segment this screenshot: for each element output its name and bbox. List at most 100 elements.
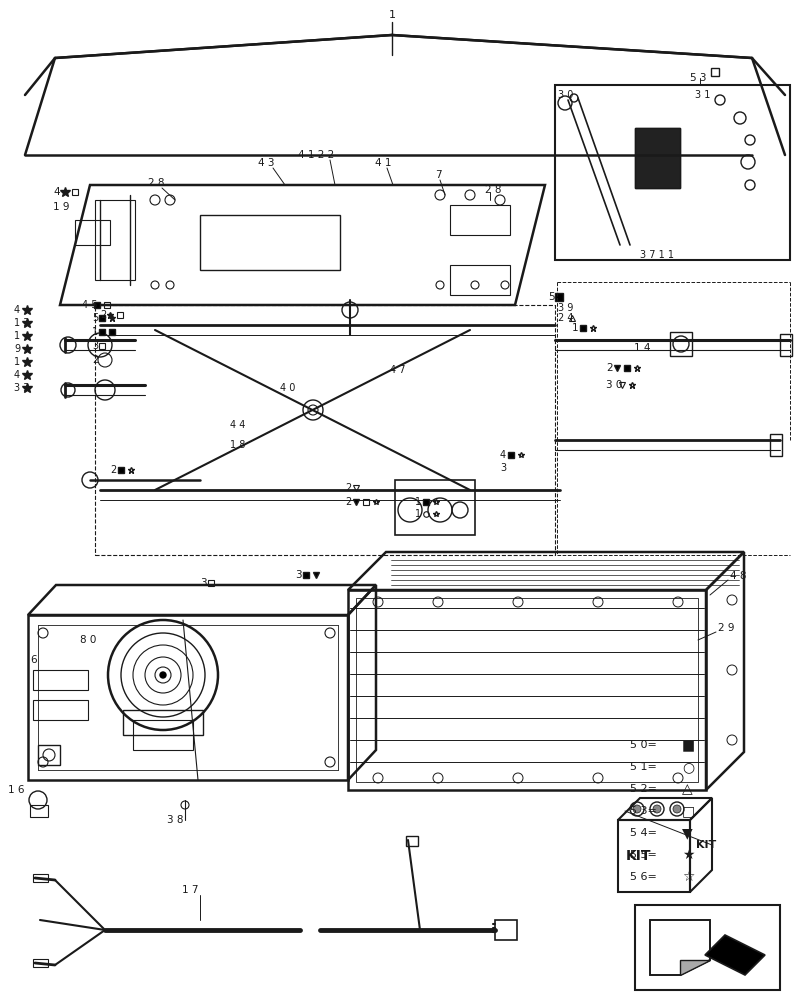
Text: 2: 2 [109, 465, 116, 475]
Bar [449, 205, 509, 235]
Text: 3 8: 3 8 [167, 815, 183, 825]
Text: 3: 3 [500, 463, 505, 473]
Bar [634, 905, 779, 990]
Text: 4: 4 [14, 370, 20, 380]
Text: 4 0: 4 0 [280, 383, 295, 393]
Text: 4 5: 4 5 [82, 300, 97, 310]
Bar [30, 805, 48, 817]
Bar [449, 265, 509, 295]
Text: 1 3: 1 3 [14, 318, 29, 328]
Text: 5 3: 5 3 [689, 73, 706, 83]
Text: 3 1: 3 1 [694, 90, 710, 100]
Bar [33, 874, 48, 882]
Bar [779, 334, 791, 356]
Text: 1 4: 1 4 [633, 343, 650, 353]
Text: ▼: ▼ [681, 826, 692, 840]
Text: 8 0: 8 0 [80, 635, 97, 645]
Text: 4 3: 4 3 [258, 158, 274, 168]
Bar [33, 700, 88, 720]
Text: 1 8: 1 8 [230, 440, 245, 450]
Bar [75, 220, 109, 245]
Text: 1: 1 [414, 497, 421, 507]
Bar [133, 720, 193, 750]
Text: ■: ■ [681, 738, 694, 752]
Polygon shape [649, 920, 709, 975]
Text: 2 8: 2 8 [148, 178, 165, 188]
Text: 4 1: 4 1 [375, 158, 391, 168]
Text: 1: 1 [14, 357, 20, 367]
Text: 5 6=: 5 6= [629, 872, 656, 882]
Text: 1: 1 [14, 331, 20, 341]
Bar [769, 434, 781, 456]
Text: 5 1=: 5 1= [629, 762, 656, 772]
Text: 4 1 2 2: 4 1 2 2 [298, 150, 334, 160]
Text: 4: 4 [53, 187, 59, 197]
Text: 4: 4 [500, 450, 505, 460]
Bar [33, 670, 88, 690]
Text: 1 7: 1 7 [182, 885, 198, 895]
Text: 1: 1 [414, 509, 421, 519]
Bar [634, 128, 679, 188]
Polygon shape [704, 935, 764, 975]
Bar [355, 598, 697, 782]
Text: 4: 4 [14, 305, 20, 315]
Text: △: △ [681, 782, 692, 796]
Text: □: □ [681, 804, 694, 818]
Text: 3 9: 3 9 [557, 303, 573, 313]
Bar [406, 836, 418, 846]
Text: 5 3=: 5 3= [629, 806, 656, 816]
Text: 3: 3 [294, 570, 301, 580]
Bar [669, 332, 691, 356]
Bar [33, 959, 48, 967]
Text: 1 9: 1 9 [53, 202, 70, 212]
Bar [554, 85, 789, 260]
Text: 2: 2 [605, 363, 611, 373]
Text: 1: 1 [571, 323, 578, 333]
Bar [634, 128, 679, 188]
Text: 4 4: 4 4 [230, 420, 245, 430]
Text: ★: ★ [681, 848, 693, 862]
Text: 1: 1 [388, 10, 395, 20]
Circle shape [633, 805, 640, 813]
Polygon shape [679, 960, 709, 975]
Text: 3: 3 [200, 578, 206, 588]
Text: ☆: ☆ [681, 870, 693, 884]
Text: 2: 2 [100, 310, 106, 320]
Text: 5 4=: 5 4= [629, 828, 656, 838]
Text: KIT: KIT [625, 849, 650, 863]
Bar [710, 68, 718, 76]
Text: 2: 2 [92, 355, 98, 365]
Text: 2 8: 2 8 [484, 185, 501, 195]
Text: 1 6: 1 6 [8, 785, 24, 795]
Text: 3 7 1 1: 3 7 1 1 [639, 250, 673, 260]
Text: 4 8: 4 8 [729, 571, 745, 581]
Text: ○: ○ [681, 760, 693, 774]
Bar [95, 305, 554, 555]
Text: 5 0=: 5 0= [629, 740, 656, 750]
Text: KIT: KIT [695, 840, 715, 850]
Circle shape [160, 672, 165, 678]
Bar [495, 920, 517, 940]
Text: 7: 7 [435, 170, 441, 180]
Text: 2 9: 2 9 [717, 623, 734, 633]
Text: 2: 2 [345, 497, 351, 507]
Text: 5 5=: 5 5= [629, 850, 656, 860]
Text: 3 0: 3 0 [605, 380, 621, 390]
Text: 2 4: 2 4 [557, 313, 573, 323]
Bar [200, 215, 340, 270]
Text: 1: 1 [92, 327, 98, 337]
Bar [122, 710, 203, 735]
Circle shape [652, 805, 660, 813]
Text: 2: 2 [345, 483, 351, 493]
Text: 3 3: 3 3 [14, 383, 29, 393]
Text: 5: 5 [547, 292, 554, 302]
Text: 3: 3 [92, 341, 98, 351]
Text: 5: 5 [92, 313, 98, 323]
Text: 4 7: 4 7 [389, 365, 405, 375]
Text: 5 2=: 5 2= [629, 784, 656, 794]
Bar [38, 745, 60, 765]
Text: 3 0: 3 0 [557, 90, 573, 100]
Circle shape [672, 805, 680, 813]
Text: 9: 9 [14, 344, 20, 354]
Text: 6: 6 [30, 655, 36, 665]
